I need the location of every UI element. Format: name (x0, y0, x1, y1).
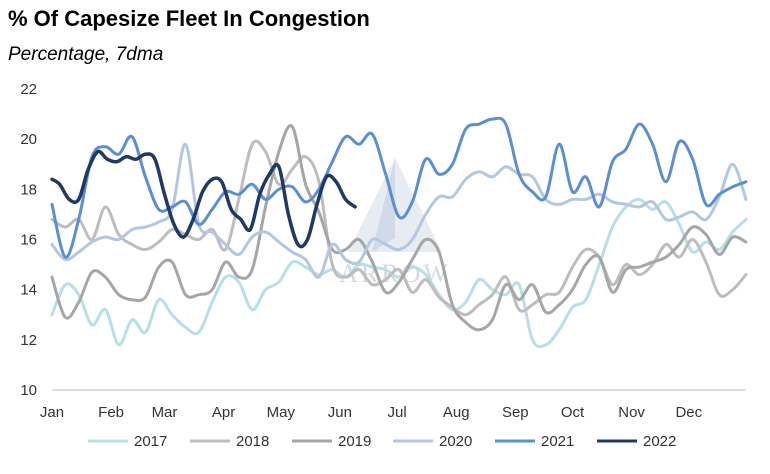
x-tick-label: Jun (328, 404, 352, 421)
x-tick-label: Aug (443, 404, 470, 421)
legend-label-2019: 2019 (338, 433, 371, 450)
y-tick-label: 22 (20, 81, 37, 98)
chart-series (50, 116, 748, 349)
chart-legend: 2017 2018 2019 2020 2021 2022 (88, 433, 676, 450)
x-tick-label: Oct (561, 404, 585, 421)
series-line-2021 (50, 116, 748, 259)
x-tick-label: Jul (387, 404, 406, 421)
y-tick-label: 10 (20, 382, 37, 399)
x-tick-label: Jan (40, 404, 64, 421)
x-tick-label: Nov (618, 404, 645, 421)
legend-label-2020: 2020 (439, 433, 472, 450)
series-line-2018 (50, 139, 748, 317)
series-line-2020 (50, 142, 748, 279)
x-tick-label: Mar (152, 404, 178, 421)
legend-label-2021: 2021 (541, 433, 574, 450)
y-tick-label: 20 (20, 131, 37, 148)
legend-label-2018: 2018 (236, 433, 269, 450)
chart-title: % Of Capesize Fleet In Congestion (8, 6, 370, 31)
y-tick-label: 16 (20, 232, 37, 249)
series-line-2019 (50, 124, 748, 332)
chart-axes: 10 12 14 16 18 20 22 Jan Feb Mar Apr May Jun Jul Aug Se… (20, 81, 746, 421)
series-line-2022 (50, 149, 357, 249)
y-tick-label: 14 (20, 282, 37, 299)
x-tick-label: May (267, 404, 296, 421)
x-tick-label: Dec (675, 404, 702, 421)
x-tick-label: Feb (98, 404, 124, 421)
y-tick-label: 18 (20, 181, 37, 198)
legend-label-2017: 2017 (134, 433, 167, 450)
legend-label-2022: 2022 (643, 433, 676, 450)
x-tick-label: Sep (502, 404, 529, 421)
series-line-2017 (50, 197, 748, 349)
chart-subtitle: Percentage, 7dma (8, 44, 164, 65)
x-tick-label: Apr (212, 404, 235, 421)
y-tick-label: 12 (20, 332, 37, 349)
